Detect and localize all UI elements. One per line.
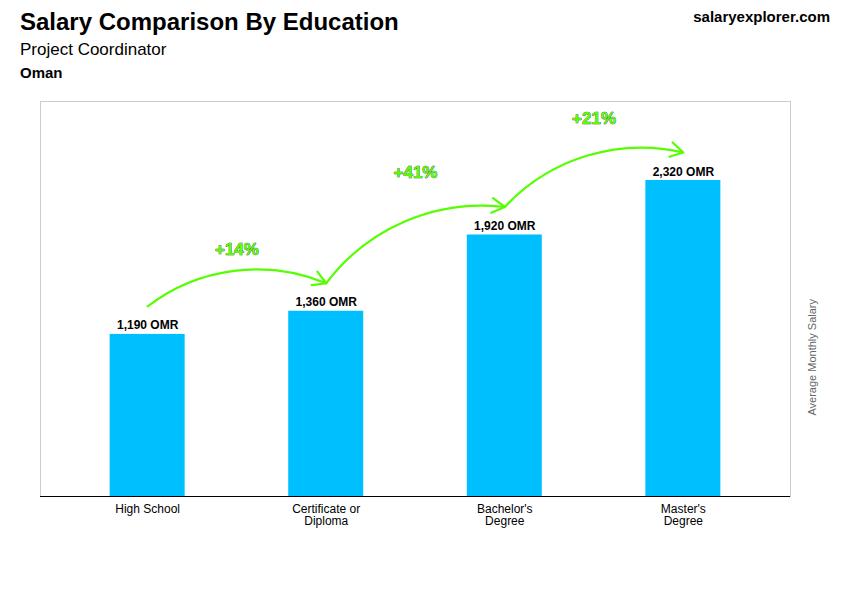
svg-text:+41%: +41%	[394, 163, 438, 182]
html-text:Oman: Oman	[20, 64, 63, 81]
svg-text:1,920 OMR: 1,920 OMR	[474, 219, 536, 233]
svg-text:High School: High School	[115, 502, 180, 516]
svg-text:2,320 OMR: 2,320 OMR	[653, 165, 715, 179]
html-text:salaryexplorer.com: salaryexplorer.com	[693, 8, 830, 25]
svg-text:1,190 OMR: 1,190 OMR	[117, 318, 179, 332]
svg-text:+14%: +14%	[215, 240, 259, 259]
svg-text:Certificate orDiploma: Certificate orDiploma	[292, 502, 360, 528]
html-text:Salary Comparison By Education: Salary Comparison By Education	[20, 8, 399, 35]
html-text:Project Coordinator: Project Coordinator	[20, 40, 167, 59]
svg-text:+21%: +21%	[572, 109, 616, 128]
svg-text:Bachelor'sDegree: Bachelor'sDegree	[477, 502, 533, 528]
svg-text:Average Monthly Salary: Average Monthly Salary	[806, 299, 818, 416]
svg-text:1,360 OMR: 1,360 OMR	[296, 295, 358, 309]
svg-text:Master'sDegree: Master'sDegree	[661, 502, 706, 528]
